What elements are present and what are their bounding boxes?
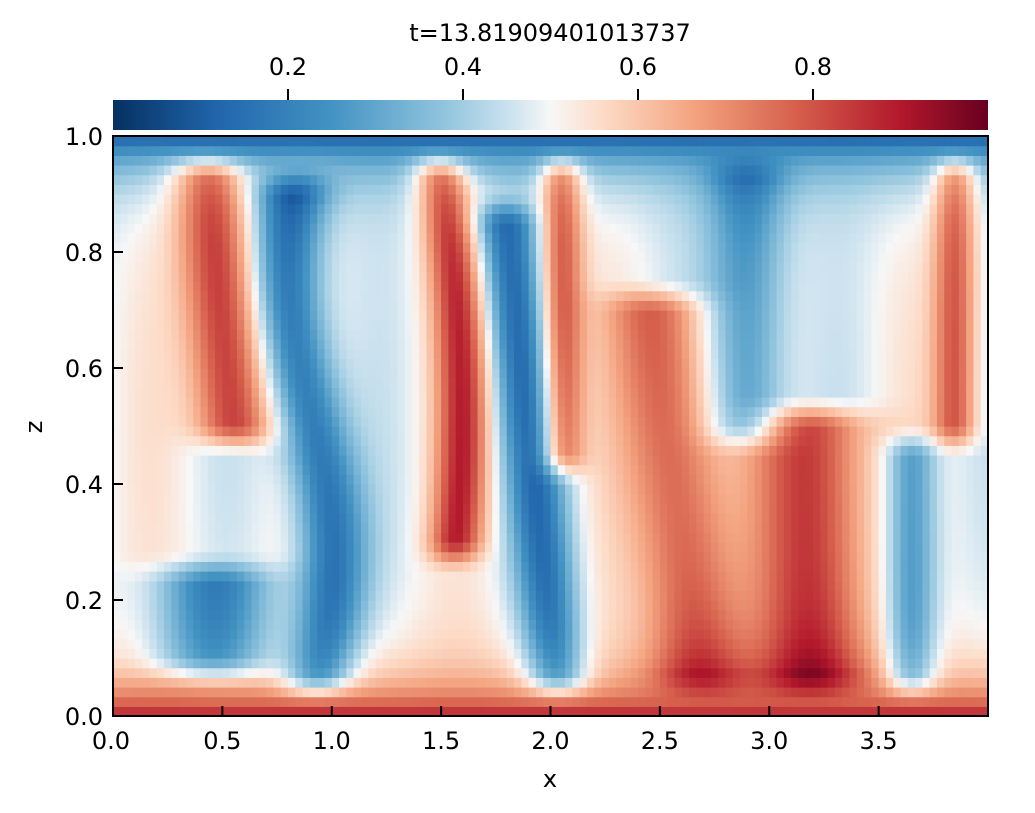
x-tick-label: 2.5 <box>641 727 679 755</box>
x-tick-label: 1.0 <box>313 727 351 755</box>
y-tick-label: 0.4 <box>65 471 103 499</box>
colorbar-tick-label: 0.6 <box>619 53 657 81</box>
x-tick-label: 1.5 <box>422 727 460 755</box>
y-tick-label: 1.0 <box>65 123 103 151</box>
y-tick-label: 0.2 <box>65 587 103 615</box>
y-tick-label: 0.6 <box>65 355 103 383</box>
y-axis-label: z <box>20 421 48 434</box>
x-axis-ticks: 0.0 0.5 1.0 1.5 2.0 2.5 3.0 3.5 <box>92 706 898 755</box>
colorbar-tick-label: 0.8 <box>794 53 832 81</box>
x-tick-label: 3.0 <box>750 727 788 755</box>
colorbar <box>113 100 988 130</box>
x-axis-label: x <box>543 765 557 793</box>
y-tick-label: 0.8 <box>65 239 103 267</box>
colorbar-ticks: 0.2 0.4 0.6 0.8 <box>269 53 832 100</box>
colorbar-tick-label: 0.4 <box>444 53 482 81</box>
colorbar-tick-label: 0.2 <box>269 53 307 81</box>
x-tick-label: 2.0 <box>531 727 569 755</box>
y-axis-ticks: 0.0 0.2 0.4 0.6 0.8 1.0 <box>65 123 123 731</box>
x-tick-label: 0.5 <box>203 727 241 755</box>
chart-title: t=13.81909401013737 <box>409 19 690 47</box>
heatmap-field <box>113 136 988 716</box>
y-tick-label: 0.0 <box>65 703 103 731</box>
x-tick-label: 3.5 <box>860 727 898 755</box>
x-tick-label: 0.0 <box>92 727 130 755</box>
